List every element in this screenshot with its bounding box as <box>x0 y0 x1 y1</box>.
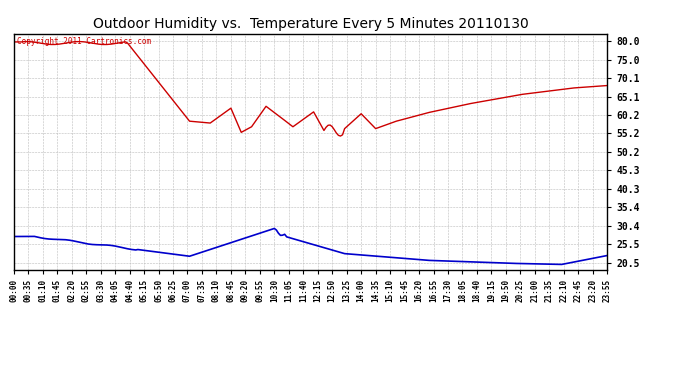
Title: Outdoor Humidity vs.  Temperature Every 5 Minutes 20110130: Outdoor Humidity vs. Temperature Every 5… <box>92 17 529 31</box>
Text: Copyright 2011 Cartronics.com: Copyright 2011 Cartronics.com <box>17 37 151 46</box>
